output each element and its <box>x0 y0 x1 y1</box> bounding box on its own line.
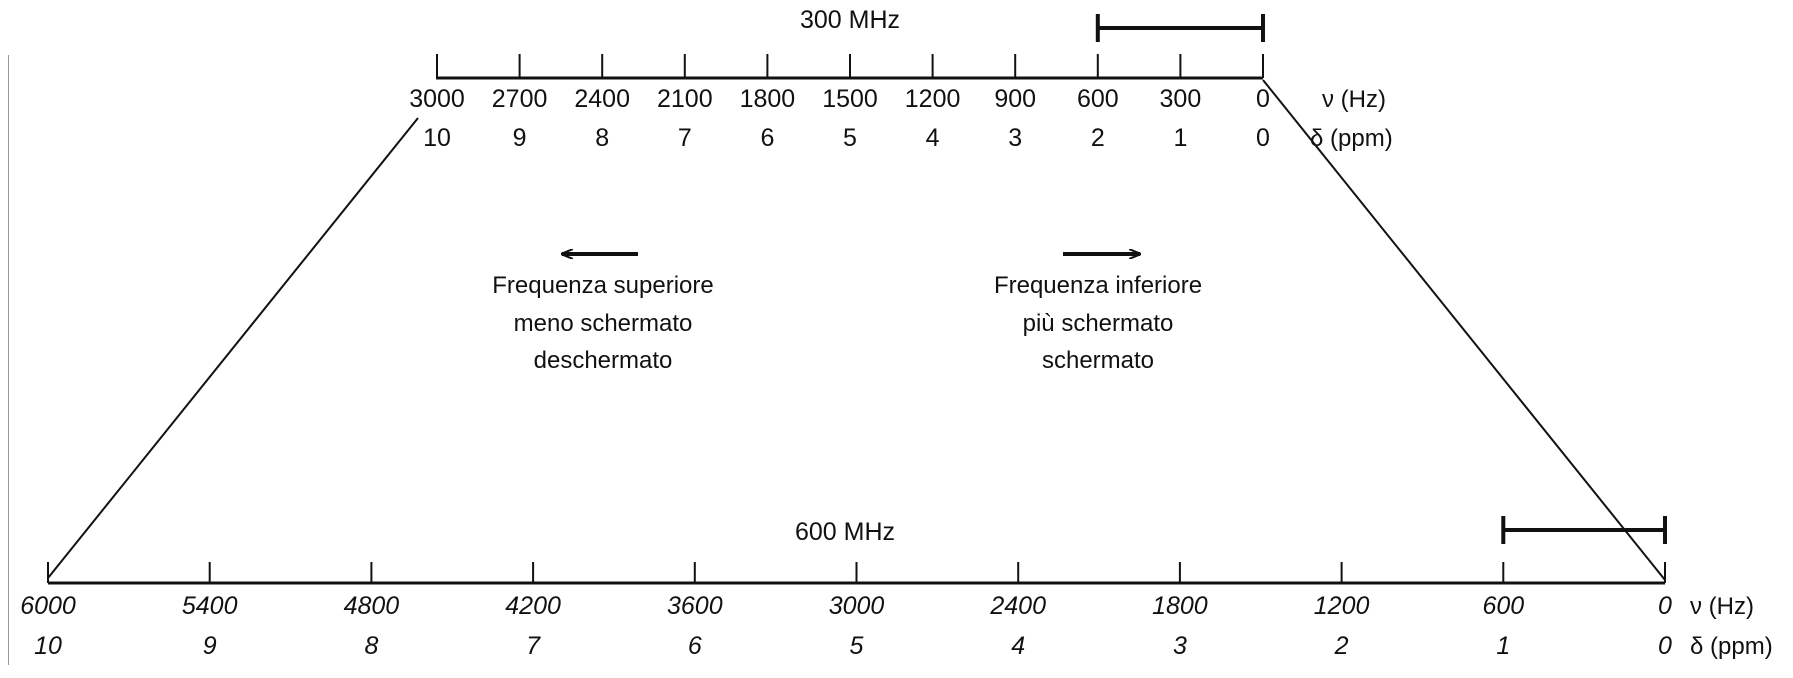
top-hz-tick-label: 1200 <box>905 85 961 113</box>
top-hz-tick-label: 600 <box>1077 85 1119 113</box>
top-scale: 300 MHz 3000 2700 2400 2100 1800 1500 1200 900 6… <box>409 6 1393 152</box>
bottom-ppm-tick-label: 5 <box>850 632 864 660</box>
bottom-scale: 600 MHz 6000 5400 4800 4200 3600 3000 2400 1800… <box>20 516 1773 660</box>
bottom-ppm-tick-label: 1 <box>1496 632 1510 660</box>
top-ppm-unit: δ (ppm) <box>1310 125 1393 152</box>
top-hz-unit: ν (Hz) <box>1322 86 1386 113</box>
bottom-field-label: 600 MHz <box>795 518 895 546</box>
top-hz-tick-label: 1800 <box>740 85 796 113</box>
bottom-ppm-tick-label: 7 <box>526 632 541 660</box>
bottom-hz-tick-label: 1200 <box>1314 592 1370 620</box>
bottom-ppm-tick-label: 4 <box>1011 632 1025 660</box>
right-connector-line <box>1263 80 1665 580</box>
bottom-hz-tick-label: 1800 <box>1152 592 1208 620</box>
top-ticks <box>437 54 1263 78</box>
top-hz-tick-label: 3000 <box>409 85 465 113</box>
top-ppm-tick-label: 0 <box>1256 124 1270 152</box>
left-caption-line-3: deschermato <box>534 347 673 374</box>
right-caption-group: Frequenza inferiore più schermato scherm… <box>994 254 1202 374</box>
bottom-hz-tick-label: 3000 <box>829 592 885 620</box>
bottom-hz-tick-label: 2400 <box>989 592 1046 620</box>
top-hz-tick-label: 300 <box>1160 85 1202 113</box>
bottom-ppm-unit: δ (ppm) <box>1690 633 1773 660</box>
top-ppm-tick-label: 10 <box>423 124 451 152</box>
bottom-ppm-labels: 10 9 8 7 6 5 4 3 2 1 0 <box>34 632 1672 660</box>
bottom-hz-tick-label: 600 <box>1482 592 1524 620</box>
top-range-bar <box>1098 14 1263 42</box>
top-ppm-labels: 10 9 8 7 6 5 4 3 2 1 0 <box>423 124 1270 152</box>
bottom-ppm-tick-label: 6 <box>688 632 702 660</box>
bottom-ticks <box>48 562 1665 583</box>
top-hz-tick-label: 0 <box>1256 85 1270 113</box>
bottom-ppm-tick-label: 2 <box>1334 632 1349 660</box>
left-caption-group: Frequenza superiore meno schermato desch… <box>492 254 713 374</box>
bottom-hz-unit: ν (Hz) <box>1690 593 1754 620</box>
top-ppm-tick-label: 6 <box>760 124 774 152</box>
bottom-ppm-tick-label: 10 <box>34 632 62 660</box>
top-ppm-tick-label: 8 <box>595 124 609 152</box>
bottom-hz-tick-label: 0 <box>1658 592 1672 620</box>
bottom-ppm-tick-label: 8 <box>364 632 378 660</box>
right-caption-line-3: schermato <box>1042 347 1154 374</box>
top-ppm-tick-label: 5 <box>843 124 857 152</box>
top-ppm-tick-label: 4 <box>926 124 940 152</box>
right-caption-line-1: Frequenza inferiore <box>994 272 1202 299</box>
top-ppm-tick-label: 7 <box>678 124 692 152</box>
bottom-hz-tick-label: 3600 <box>667 592 723 620</box>
top-field-label: 300 MHz <box>800 6 900 34</box>
top-ppm-tick-label: 2 <box>1091 124 1105 152</box>
top-ppm-tick-label: 1 <box>1173 124 1187 152</box>
top-hz-tick-label: 2400 <box>574 85 630 113</box>
bottom-ppm-tick-label: 3 <box>1173 632 1187 660</box>
top-hz-tick-label: 1500 <box>822 85 878 113</box>
top-hz-labels: 3000 2700 2400 2100 1800 1500 1200 900 600 300 0 <box>409 85 1270 113</box>
bottom-hz-labels: 6000 5400 4800 4200 3600 3000 2400 1800 1200 600 0 <box>20 592 1672 620</box>
left-caption-line-1: Frequenza superiore <box>492 272 713 299</box>
bottom-range-bar <box>1503 516 1665 544</box>
bottom-ppm-tick-label: 9 <box>203 632 217 660</box>
top-hz-tick-label: 2100 <box>657 85 713 113</box>
top-ppm-tick-label: 3 <box>1008 124 1022 152</box>
bottom-hz-tick-label: 4800 <box>344 592 400 620</box>
top-ppm-tick-label: 9 <box>513 124 527 152</box>
bottom-ppm-tick-label: 0 <box>1658 632 1672 660</box>
right-caption-line-2: più schermato <box>1023 310 1174 337</box>
top-hz-tick-label: 2700 <box>492 85 548 113</box>
left-connector-line <box>48 118 418 578</box>
top-hz-tick-label: 900 <box>994 85 1036 113</box>
bottom-hz-tick-label: 5400 <box>182 592 238 620</box>
left-caption-line-2: meno schermato <box>514 310 693 337</box>
bottom-hz-tick-label: 6000 <box>20 592 76 620</box>
bottom-hz-tick-label: 4200 <box>505 592 561 620</box>
